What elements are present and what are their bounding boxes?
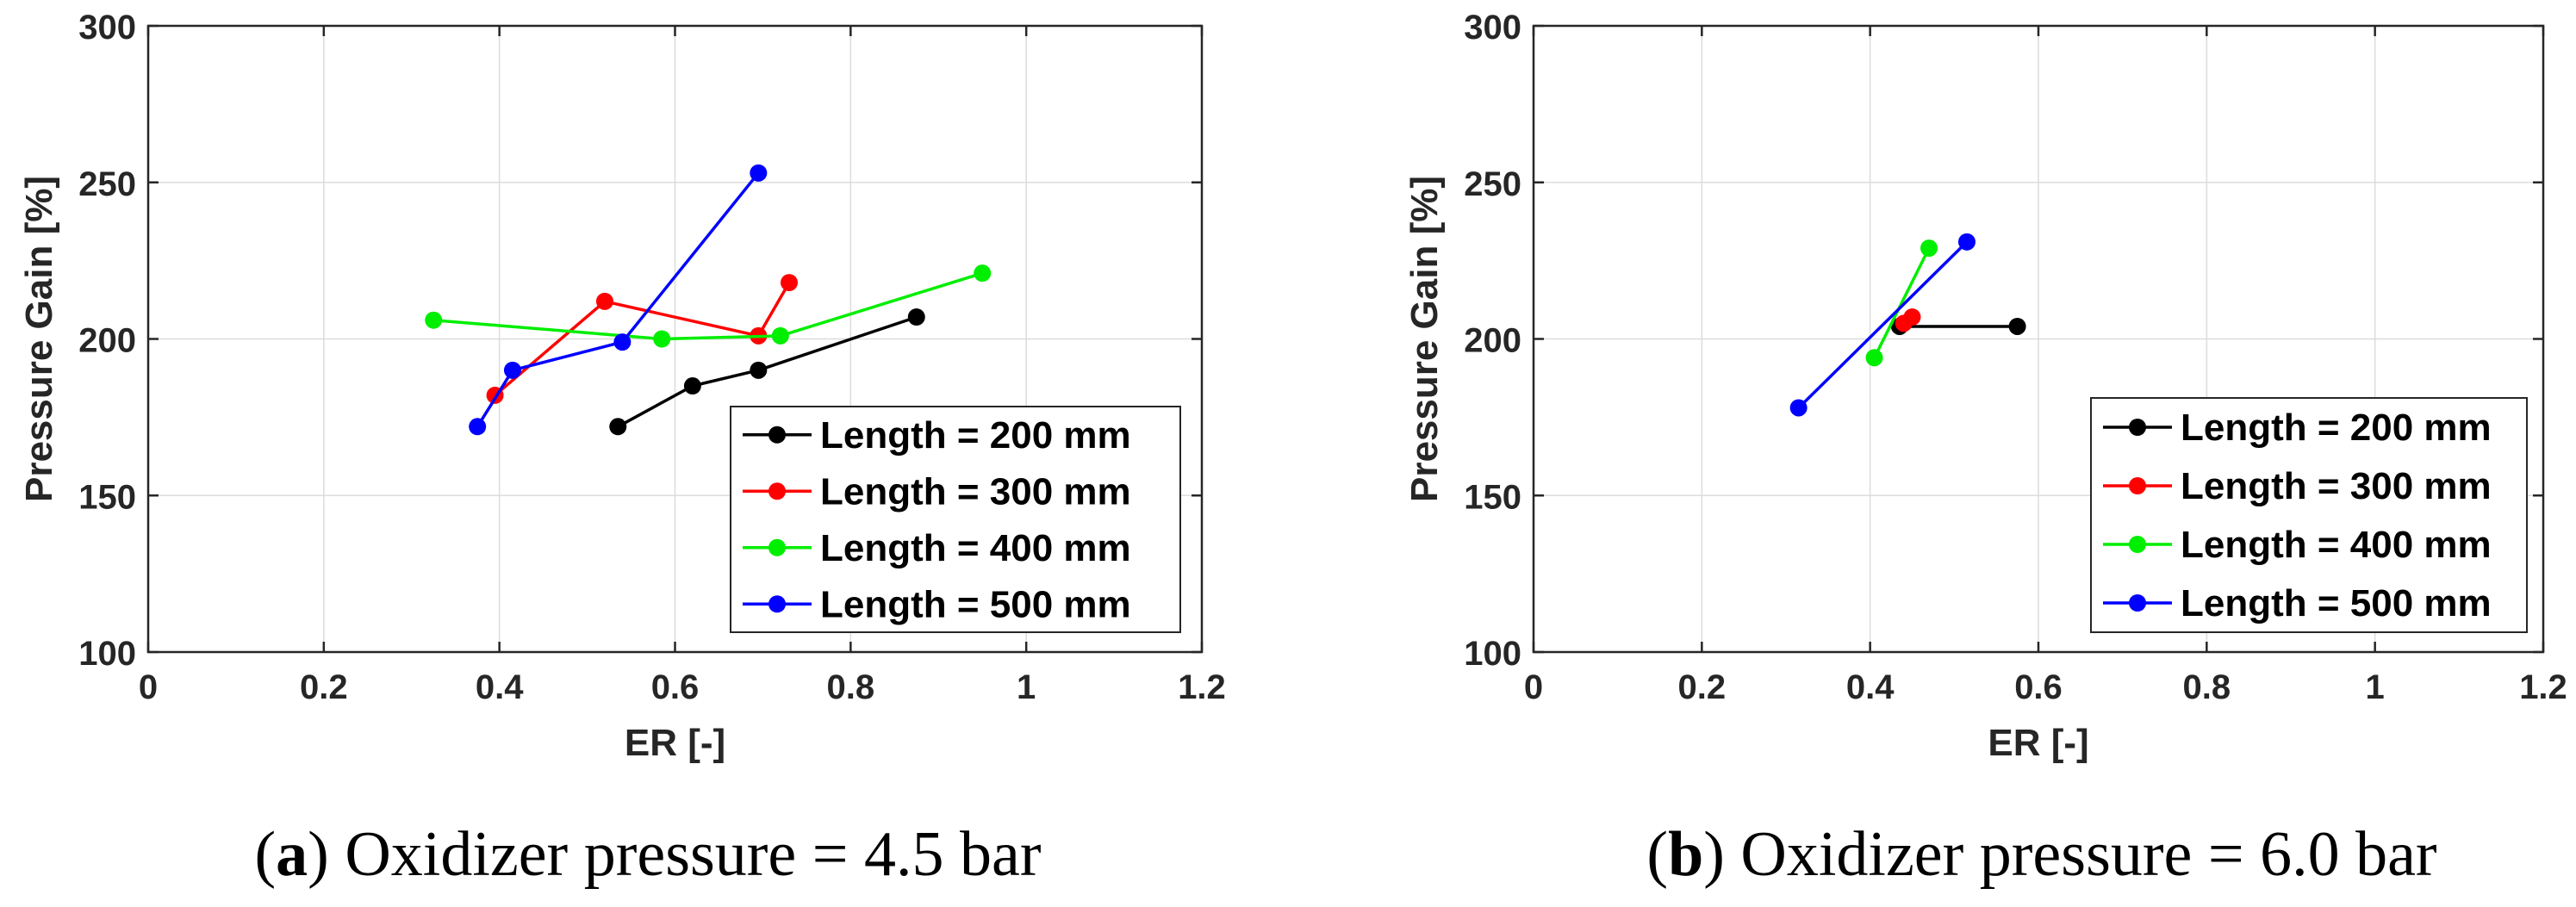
series-line-4 xyxy=(1797,240,1969,409)
y-tick-label: 250 xyxy=(78,165,136,203)
legend-marker xyxy=(768,426,786,444)
series-line-2 xyxy=(494,282,791,397)
data-point xyxy=(1789,399,1808,417)
series-line-3 xyxy=(433,271,983,341)
legend-box xyxy=(730,406,1181,633)
y-tick-label: 200 xyxy=(1464,322,1521,360)
data-point xyxy=(683,377,701,395)
legend-marker xyxy=(2129,419,2146,436)
y-tick-label: 200 xyxy=(78,322,136,360)
y-tick-label: 300 xyxy=(78,9,136,47)
x-tick-label: 0.6 xyxy=(2014,668,2063,706)
panel-caption: (b) Oxidizer pressure = 6.0 bar xyxy=(1646,819,2436,890)
legend-marker xyxy=(2129,594,2146,612)
y-tick-label: 250 xyxy=(1464,165,1521,203)
legend-label: Length = 500 mm xyxy=(820,583,1131,625)
y-axis-label: Pressure Gain [%] xyxy=(18,176,60,502)
caption-text: Oxidizer pressure = 4.5 bar xyxy=(345,819,1041,890)
data-point xyxy=(595,292,613,310)
x-tick-label: 1 xyxy=(1017,668,1036,706)
caption-letter: a xyxy=(276,819,308,890)
data-point xyxy=(613,333,632,351)
y-tick-label: 150 xyxy=(78,478,136,516)
data-point xyxy=(2008,317,2026,335)
series-line-3 xyxy=(1873,247,1931,359)
data-point xyxy=(907,308,925,326)
x-tick-label: 0 xyxy=(1524,668,1543,706)
caption-close-paren: ) xyxy=(308,819,345,890)
y-axis-label: Pressure Gain [%] xyxy=(1403,176,1446,502)
x-tick-label: 0.8 xyxy=(2183,668,2231,706)
data-point xyxy=(771,326,789,345)
chart-panel-a: 0 0.2 0.4 0.6 0.8 1 1.2 100 150 200 250 300 ER [-] Pr… xyxy=(18,9,1226,890)
x-tick-label: 1.2 xyxy=(2519,668,2567,706)
data-point xyxy=(469,418,487,436)
data-point xyxy=(425,311,443,329)
x-tick-label: 1.2 xyxy=(1178,668,1226,706)
caption-text: Oxidizer pressure = 6.0 bar xyxy=(1740,819,2436,890)
legend-label: Length = 400 mm xyxy=(820,527,1131,569)
legend-label: Length = 300 mm xyxy=(820,470,1131,513)
x-tick-label: 0.8 xyxy=(827,668,875,706)
legend-marker xyxy=(2129,536,2146,553)
x-tick-label: 1 xyxy=(2366,668,2385,706)
chart-panel-b: 0 0.2 0.4 0.6 0.8 1 1.2 100 150 200 250 300 ER [-] Pr… xyxy=(1403,9,2567,890)
panel-caption: (a) Oxidizer pressure = 4.5 bar xyxy=(255,819,1042,890)
series-line-4 xyxy=(476,171,760,428)
caption-open-paren: ( xyxy=(255,819,277,890)
data-point xyxy=(1920,239,1938,258)
legend-label: Length = 200 mm xyxy=(2181,407,2492,449)
legend-marker xyxy=(768,595,786,613)
legend-marker xyxy=(768,538,786,556)
data-point xyxy=(609,418,627,436)
legend-label: Length = 300 mm xyxy=(2181,465,2492,507)
y-tick-label: 300 xyxy=(1464,9,1521,47)
data-point xyxy=(1903,308,1921,326)
x-tick-label: 0 xyxy=(139,668,158,706)
data-point xyxy=(653,330,671,348)
y-tick-label: 100 xyxy=(78,635,136,673)
x-axis-label: ER [-] xyxy=(625,722,725,764)
x-axis-label: ER [-] xyxy=(1988,722,2088,764)
legend-box xyxy=(2090,397,2528,633)
x-tick-label: 0.2 xyxy=(1678,668,1727,706)
x-tick-label: 0.4 xyxy=(476,668,524,706)
series-line-1 xyxy=(617,315,918,428)
legend-label: Length = 200 mm xyxy=(820,414,1131,457)
caption-open-paren: ( xyxy=(1646,819,1668,890)
legend-label: Length = 500 mm xyxy=(2181,582,2492,624)
x-tick-label: 0.6 xyxy=(651,668,700,706)
data-point xyxy=(780,274,798,292)
legend-marker xyxy=(2129,477,2146,494)
data-point xyxy=(750,164,768,182)
x-tick-label: 0.4 xyxy=(1846,668,1895,706)
data-point xyxy=(1957,233,1976,251)
data-point xyxy=(1865,349,1883,367)
data-point xyxy=(750,361,768,379)
data-point xyxy=(974,264,992,283)
legend-marker xyxy=(768,482,786,500)
y-tick-label: 100 xyxy=(1464,635,1521,673)
caption-letter: b xyxy=(1668,819,1703,890)
data-point xyxy=(503,361,521,379)
y-tick-label: 150 xyxy=(1464,478,1521,516)
x-tick-label: 0.2 xyxy=(300,668,348,706)
legend-label: Length = 400 mm xyxy=(2181,524,2492,566)
caption-close-paren: ) xyxy=(1703,819,1740,890)
